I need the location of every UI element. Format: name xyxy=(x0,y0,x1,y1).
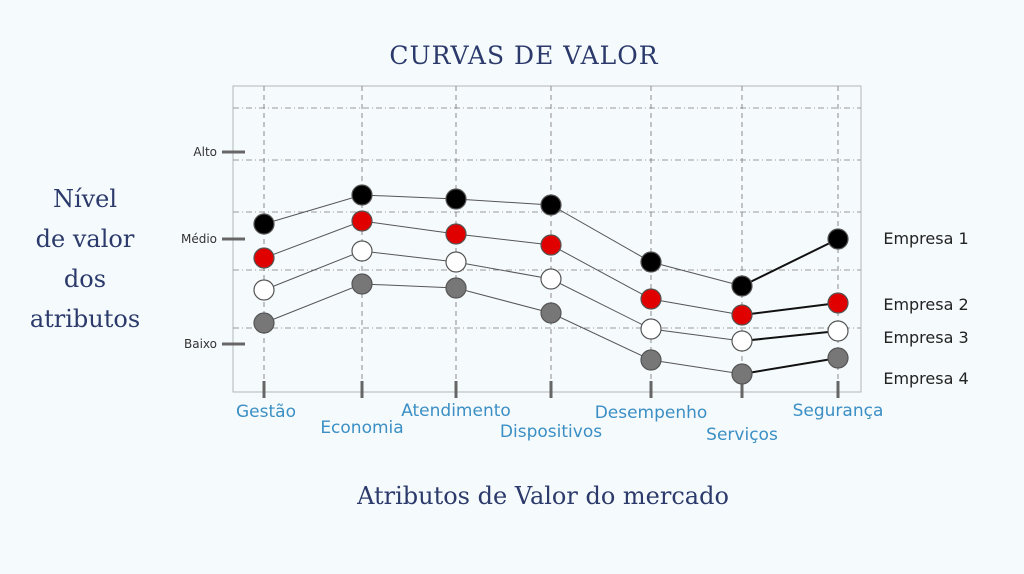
y-axis-ticks: Alto Médio Baixo xyxy=(181,145,245,351)
legend-label: Empresa 4 xyxy=(883,369,968,388)
series-line-end xyxy=(741,357,839,375)
data-point xyxy=(540,194,562,216)
data-point xyxy=(640,318,662,340)
data-point xyxy=(445,188,467,210)
series-line-end xyxy=(741,238,839,287)
legend-label: Empresa 1 xyxy=(883,229,968,248)
y-tick-label: Médio xyxy=(181,232,217,246)
x-category-label: Economia xyxy=(320,418,403,438)
x-category-label: Desempenho xyxy=(595,403,708,423)
y-tick-label: Alto xyxy=(193,145,217,159)
series-line-end xyxy=(741,330,839,342)
data-point xyxy=(640,288,662,310)
data-point xyxy=(827,347,849,369)
y-axis-label-line: de valor xyxy=(36,225,135,253)
data-point xyxy=(540,302,562,324)
data-point xyxy=(731,275,753,297)
data-point xyxy=(253,279,275,301)
x-category-label: Dispositivos xyxy=(500,422,602,442)
y-axis-label-line: dos xyxy=(64,265,106,293)
data-point xyxy=(827,228,849,250)
series-1 xyxy=(253,184,849,297)
series-group xyxy=(253,184,849,385)
x-category-label: Segurança xyxy=(793,401,884,421)
data-point xyxy=(351,210,373,232)
data-point xyxy=(827,292,849,314)
data-point xyxy=(351,240,373,262)
data-point xyxy=(731,363,753,385)
y-axis-label-line: Nível xyxy=(53,185,117,213)
legend-label: Empresa 2 xyxy=(883,295,968,314)
x-category-label: Gestão xyxy=(236,402,296,422)
data-point xyxy=(351,273,373,295)
data-point xyxy=(640,349,662,371)
data-point xyxy=(445,251,467,273)
data-point xyxy=(827,320,849,342)
x-category-label: Atendimento xyxy=(401,401,511,421)
series-line-end xyxy=(741,302,839,316)
data-point xyxy=(731,330,753,352)
y-axis-label-line: atributos xyxy=(30,305,140,333)
x-axis-label: Atributos de Valor do mercado xyxy=(356,482,729,510)
series-4 xyxy=(253,273,849,385)
series-line xyxy=(263,220,743,316)
data-point xyxy=(540,268,562,290)
y-tick-label: Baixo xyxy=(184,337,217,351)
y-axis-label: Nível de valor dos atributos xyxy=(30,185,140,333)
data-point xyxy=(640,251,662,273)
legend: Empresa 1 Empresa 2 Empresa 3 Empresa 4 xyxy=(883,229,968,388)
series-line xyxy=(263,194,743,287)
legend-label: Empresa 3 xyxy=(883,328,968,347)
data-point xyxy=(731,304,753,326)
x-axis-ticks: Gestão EconomiaAtendimentoDispositivosDes… xyxy=(236,381,883,445)
data-point xyxy=(351,184,373,206)
chart-title: CURVAS DE VALOR xyxy=(389,41,658,70)
data-point xyxy=(445,277,467,299)
data-point xyxy=(253,312,275,334)
series-line xyxy=(263,283,743,375)
series-3 xyxy=(253,240,849,352)
data-point xyxy=(253,247,275,269)
data-point xyxy=(540,234,562,256)
series-line xyxy=(263,250,743,342)
x-category-label: Serviços xyxy=(706,425,778,445)
series-2 xyxy=(253,210,849,326)
data-point xyxy=(445,223,467,245)
data-point xyxy=(253,213,275,235)
